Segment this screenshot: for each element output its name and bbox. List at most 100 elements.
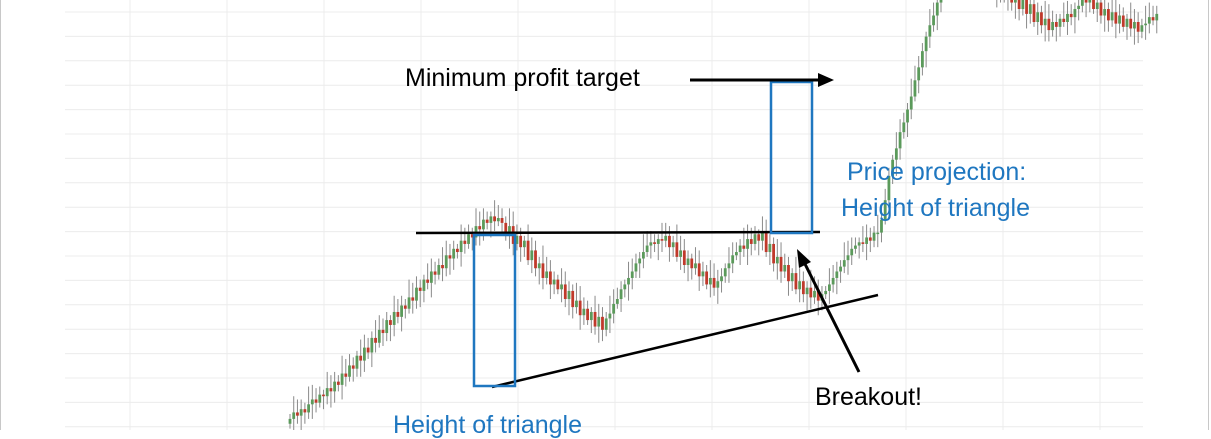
candle-body [686, 258, 690, 265]
candle-body [504, 222, 508, 233]
candle-body [1151, 17, 1155, 21]
candle-body [664, 235, 668, 241]
candle-body [735, 252, 738, 256]
candle-body [876, 232, 880, 235]
candle-body [418, 287, 422, 291]
candle-body [1114, 12, 1118, 24]
candle-body [697, 263, 701, 277]
candle-body [496, 218, 500, 222]
candle-body [433, 271, 437, 275]
candle-body [1047, 18, 1051, 31]
candle-body [396, 311, 400, 317]
candle-body [749, 239, 753, 244]
candle-body [422, 279, 426, 291]
candle-body [913, 80, 917, 97]
candle-body [809, 287, 813, 298]
candle-body [526, 240, 530, 261]
candle-body [1144, 23, 1147, 26]
candle-body [1118, 15, 1121, 24]
candle-body [519, 235, 523, 248]
candle-body [344, 373, 348, 377]
candle-body [645, 245, 649, 253]
candle-body [787, 265, 790, 282]
candle-body [642, 252, 645, 259]
candle-body [363, 347, 366, 361]
candle-body [1080, 0, 1084, 6]
candle-body [545, 271, 549, 278]
candle-body [1129, 18, 1133, 29]
candle-body [887, 175, 891, 201]
candle-body [813, 290, 816, 298]
candle-body [586, 308, 589, 321]
candle-body [1073, 9, 1077, 18]
candle-body [1147, 17, 1151, 24]
projection-label-line1: Price projection: [847, 158, 1027, 186]
candle-body [1032, 4, 1036, 22]
candle-body [861, 242, 865, 244]
candle-body [824, 290, 828, 295]
candle-body [381, 329, 385, 334]
candle-body [437, 265, 441, 275]
candle-body [355, 355, 359, 369]
candle-body [1103, 9, 1107, 16]
candle-body [470, 234, 474, 238]
candle-body [898, 132, 902, 149]
candle-body [906, 109, 909, 123]
candle-body [1028, 4, 1032, 14]
candle-body [567, 290, 571, 300]
candle-body [1140, 25, 1144, 32]
candle-body [1058, 18, 1062, 27]
candle-body [723, 268, 727, 277]
candle-body [1084, 0, 1088, 3]
candle-body [329, 388, 333, 392]
candle-body [456, 248, 459, 253]
candle-body [671, 242, 675, 248]
candle-body [675, 242, 679, 257]
candle-body [500, 218, 504, 223]
candle-body [333, 381, 337, 392]
triangle-height-box [472, 233, 517, 388]
candle-body [612, 303, 616, 314]
candle-body [623, 284, 627, 290]
candle-body [578, 300, 582, 316]
candle-body [619, 289, 623, 300]
candle-body [805, 287, 809, 295]
candle-body [779, 256, 783, 272]
candle-body [928, 25, 932, 37]
candle-body [1133, 22, 1136, 29]
candle-body [1017, 0, 1021, 10]
candle-body [660, 239, 664, 241]
candle-body [775, 256, 779, 264]
candle-body [1021, 0, 1025, 10]
candle-body [522, 240, 526, 248]
candle-body [448, 255, 452, 259]
candle-body [924, 36, 928, 52]
candle-body [835, 271, 839, 278]
candle-body [515, 235, 519, 244]
candle-body [708, 277, 712, 285]
candle-body [932, 15, 935, 26]
candle-body [589, 311, 593, 321]
candle-body [668, 235, 671, 248]
candle-body [310, 399, 314, 405]
candle-body [426, 279, 430, 283]
candle-body [854, 245, 857, 249]
candle-body [597, 316, 601, 327]
candle-body [307, 404, 310, 413]
candle-body [1099, 2, 1103, 16]
candle-body [846, 255, 850, 261]
candle-body [556, 279, 560, 290]
candle-body [299, 409, 303, 416]
candle-body [638, 258, 642, 264]
candle-body [1125, 18, 1129, 27]
candle-body [753, 234, 757, 244]
candle-body [541, 263, 545, 278]
candle-body [560, 284, 563, 290]
candle-body [1088, 0, 1092, 3]
candle-body [549, 271, 552, 285]
candle-body [608, 313, 612, 319]
candle-body [407, 297, 411, 309]
candle-body [891, 159, 895, 176]
profit-target-label: Minimum profit target [405, 64, 640, 92]
candle-body [831, 277, 835, 285]
